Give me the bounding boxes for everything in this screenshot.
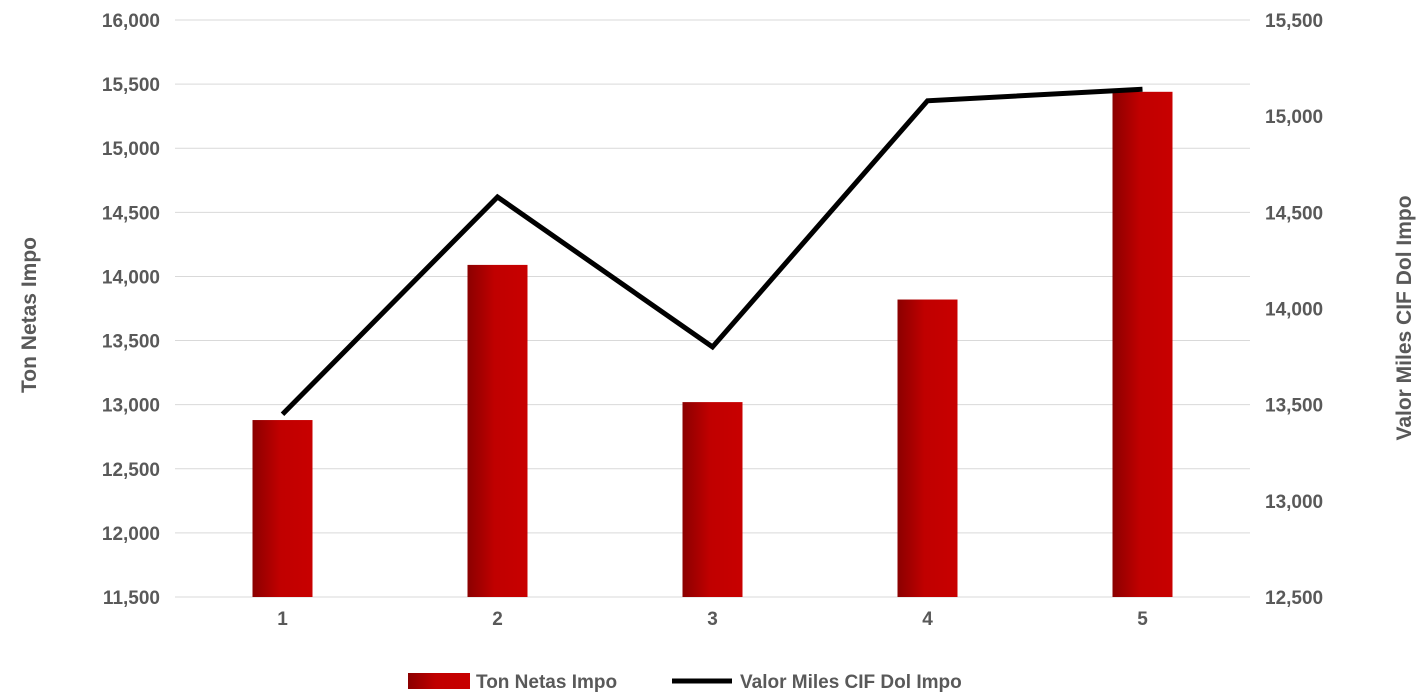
bar xyxy=(252,420,313,597)
right-tick-label: 15,000 xyxy=(1265,107,1323,128)
left-tick-label: 13,500 xyxy=(102,332,160,353)
legend-bar-swatch xyxy=(408,673,470,689)
left-tick-label: 11,500 xyxy=(103,588,160,609)
left-tick-label: 16,000 xyxy=(102,11,160,32)
x-tick-label: 2 xyxy=(492,609,503,630)
left-tick-label: 14,000 xyxy=(102,267,160,288)
x-tick-label: 4 xyxy=(922,609,933,630)
right-tick-label: 12,500 xyxy=(1265,588,1323,609)
left-tick-label: 15,500 xyxy=(102,75,160,96)
x-tick-label: 3 xyxy=(707,609,718,630)
right-tick-label: 14,500 xyxy=(1265,203,1323,224)
left-axis-title: Ton Netas Impo xyxy=(18,237,41,393)
x-tick-label: 1 xyxy=(277,609,288,630)
bar xyxy=(897,299,958,597)
legend: Ton Netas Impo Valor Miles CIF Dol Impo xyxy=(408,672,962,693)
legend-bar-label: Ton Netas Impo xyxy=(476,672,617,693)
bar xyxy=(682,402,743,597)
legend-line-label: Valor Miles CIF Dol Impo xyxy=(740,672,962,693)
left-tick-label: 12,500 xyxy=(102,460,160,481)
series-line xyxy=(280,86,1143,417)
left-axis-ticks: 11,500 12,000 12,500 13,000 13,500 14,000 14,5… xyxy=(102,11,160,609)
right-tick-label: 15,500 xyxy=(1265,11,1323,32)
x-axis-ticks: 1 2 3 4 5 xyxy=(277,609,1148,630)
right-tick-label: 14,000 xyxy=(1265,300,1323,321)
left-tick-label: 15,000 xyxy=(102,139,160,160)
bar xyxy=(467,264,528,597)
x-tick-label: 5 xyxy=(1137,609,1148,630)
bar xyxy=(1112,91,1173,597)
right-axis-ticks: 12,500 13,000 13,500 14,000 14,500 15,000 15,5… xyxy=(1265,11,1323,609)
left-tick-label: 14,500 xyxy=(102,203,160,224)
gridlines xyxy=(175,19,1250,598)
right-tick-label: 13,500 xyxy=(1265,396,1323,417)
line-series xyxy=(280,86,1143,417)
left-tick-label: 12,000 xyxy=(102,524,160,545)
left-tick-label: 13,000 xyxy=(102,396,160,417)
right-tick-label: 13,000 xyxy=(1265,492,1323,513)
right-axis-title: Valor Miles CIF Dol Impo xyxy=(1393,195,1416,440)
bar-series xyxy=(252,91,1173,597)
